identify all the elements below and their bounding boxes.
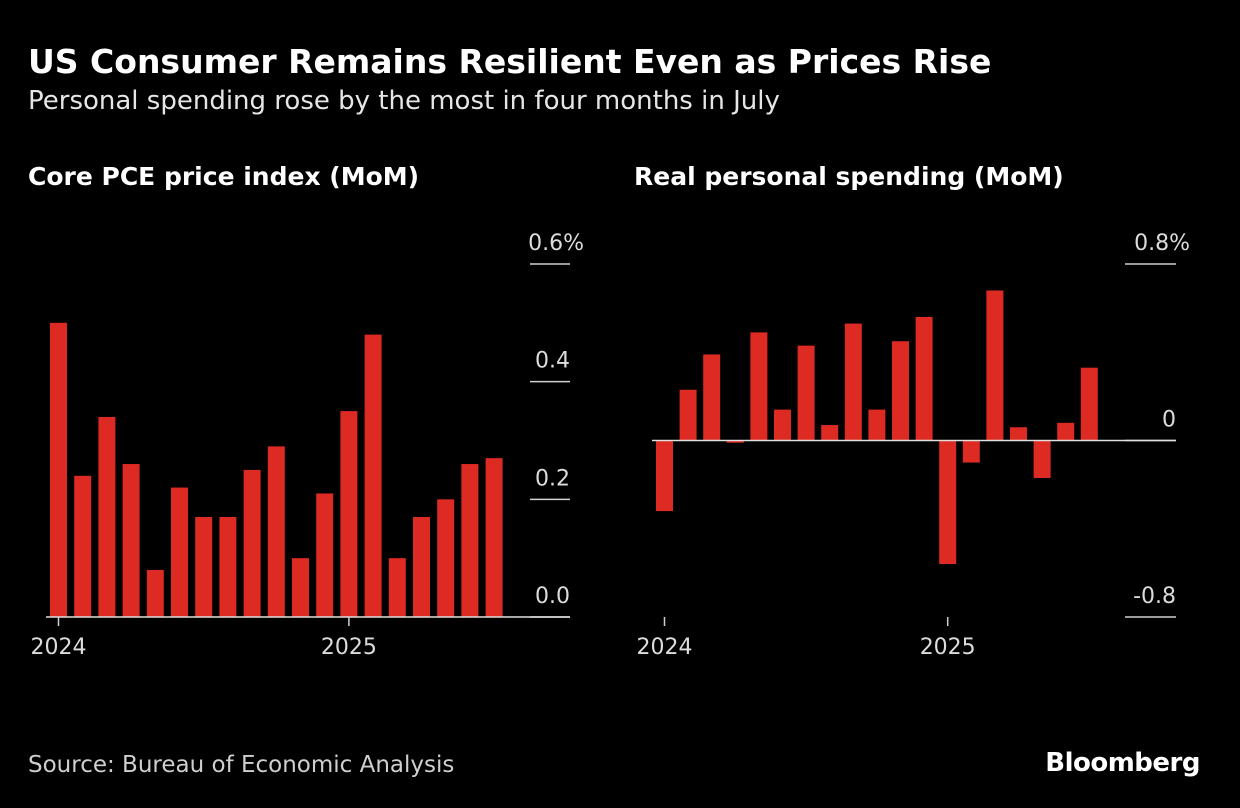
bar bbox=[219, 516, 237, 617]
y-tick-label: 0 bbox=[1162, 408, 1176, 433]
bar bbox=[171, 487, 188, 617]
bloomberg-logo: Bloomberg bbox=[1045, 748, 1200, 778]
bar bbox=[679, 389, 697, 441]
bar bbox=[146, 569, 164, 617]
bar bbox=[437, 499, 455, 617]
y-tick-label: 0.2 bbox=[535, 466, 570, 491]
left-chart-title: Core PCE price index (MoM) bbox=[28, 162, 420, 191]
bar bbox=[962, 440, 980, 463]
y-tick-label: 0.0 bbox=[535, 584, 570, 609]
bar bbox=[797, 345, 815, 441]
bar bbox=[98, 416, 116, 617]
y-tick-label: 0.8% bbox=[1134, 231, 1190, 256]
bar bbox=[939, 440, 957, 565]
bar bbox=[340, 411, 358, 617]
bar bbox=[267, 446, 285, 617]
bar bbox=[1033, 440, 1051, 479]
bar bbox=[50, 322, 67, 617]
bar bbox=[892, 341, 909, 441]
bar bbox=[703, 354, 721, 441]
bar bbox=[726, 440, 744, 443]
bar bbox=[1080, 367, 1098, 441]
x-tick-label: 2024 bbox=[31, 635, 87, 660]
y-tick-label: 0.6% bbox=[528, 231, 584, 256]
y-tick-label: -0.8 bbox=[1133, 584, 1176, 609]
bar bbox=[750, 332, 768, 441]
bar bbox=[1057, 422, 1075, 441]
chart-subtitle: Personal spending rose by the most in fo… bbox=[28, 86, 780, 116]
bar bbox=[485, 458, 503, 617]
bar bbox=[986, 290, 1004, 441]
x-tick-label: 2025 bbox=[920, 635, 976, 660]
bar bbox=[915, 316, 933, 441]
bar bbox=[316, 493, 334, 617]
source-note: Source: Bureau of Economic Analysis bbox=[28, 752, 455, 778]
bar bbox=[413, 516, 430, 617]
x-tick-label: 2025 bbox=[321, 635, 377, 660]
bar bbox=[292, 558, 309, 617]
bar bbox=[656, 440, 673, 512]
bar bbox=[388, 558, 406, 617]
y-tick-label: 0.4 bbox=[535, 349, 570, 374]
bar bbox=[868, 409, 886, 441]
right-chart-title: Real personal spending (MoM) bbox=[634, 162, 1064, 191]
bar bbox=[461, 464, 479, 617]
bar bbox=[821, 425, 839, 441]
bar bbox=[74, 475, 92, 617]
x-tick-label: 2024 bbox=[637, 635, 693, 660]
bar bbox=[122, 464, 140, 617]
bar bbox=[1010, 427, 1027, 441]
bar bbox=[243, 469, 261, 617]
bar bbox=[195, 516, 213, 617]
bar bbox=[364, 334, 382, 617]
bar bbox=[844, 323, 862, 441]
chart-title: US Consumer Remains Resilient Even as Pr… bbox=[28, 42, 992, 81]
bar bbox=[774, 409, 791, 441]
